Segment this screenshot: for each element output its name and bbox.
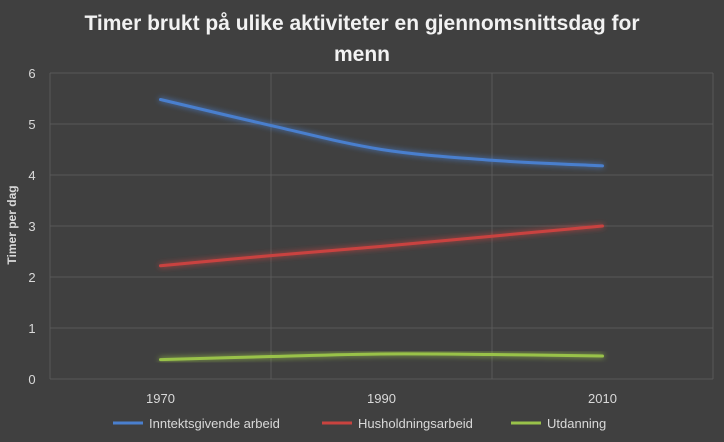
series-line-0	[159, 98, 604, 168]
series-lines	[159, 98, 604, 362]
y-tick-label: 4	[28, 168, 35, 183]
series-line-1	[159, 224, 604, 268]
y-tick-label: 6	[28, 66, 35, 81]
y-tick-label: 0	[28, 372, 35, 387]
y-tick-label: 5	[28, 117, 35, 132]
legend-label-1: Husholdningsarbeid	[358, 416, 473, 431]
legend-label-2: Utdanning	[547, 416, 606, 431]
x-tick-label: 1970	[146, 391, 175, 406]
chart-title-line-2: menn	[334, 43, 390, 66]
x-axis-ticks: 1970 1990 2010	[146, 391, 617, 406]
legend-label-0: Inntektsgivende arbeid	[149, 416, 280, 431]
legend: Inntektsgivende arbeid Husholdningsarbeid…	[113, 416, 606, 431]
gridlines	[49, 72, 714, 380]
y-axis-title: Timer per dag	[5, 185, 19, 264]
series-line-2	[159, 352, 604, 362]
chart-title-line-1: Timer brukt på ulike aktiviteter en gjen…	[84, 12, 639, 35]
y-axis-ticks: 0 1 2 3 4 5 6	[28, 66, 35, 387]
y-tick-label: 1	[28, 321, 35, 336]
y-tick-label: 2	[28, 270, 35, 285]
x-tick-label: 2010	[588, 391, 617, 406]
x-tick-label: 1990	[367, 391, 396, 406]
y-tick-label: 3	[28, 219, 35, 234]
